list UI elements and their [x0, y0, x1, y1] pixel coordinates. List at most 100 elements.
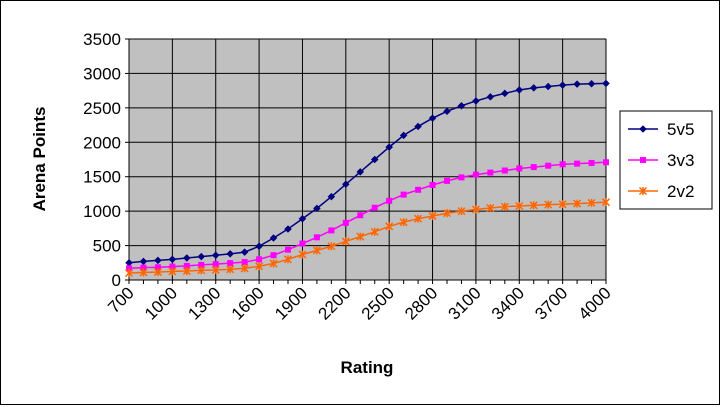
series-line [128, 161, 607, 270]
data-point [183, 262, 190, 269]
series-line [128, 201, 607, 274]
x-tick-label: 1000 [141, 283, 181, 323]
data-point [573, 80, 581, 88]
data-point [197, 266, 206, 275]
y-tick-label: 2500 [83, 99, 121, 118]
data-point [530, 164, 537, 171]
x-axis-title: Rating [341, 358, 394, 377]
data-point [356, 168, 365, 176]
y-tick-label: 3500 [83, 30, 121, 49]
data-point [471, 205, 480, 214]
y-tick-label: 3000 [83, 64, 121, 83]
plot-area [128, 38, 607, 281]
data-point [124, 269, 134, 278]
data-point [313, 234, 320, 241]
data-point [501, 167, 508, 174]
x-tick-label: 1300 [184, 283, 224, 323]
data-point [312, 246, 321, 255]
data-point [515, 201, 524, 211]
data-point [255, 242, 263, 251]
data-point [442, 209, 452, 218]
legend-label: 5v5 [667, 120, 694, 139]
data-point [638, 186, 648, 196]
data-point [198, 261, 205, 268]
data-point [370, 227, 379, 236]
data-point [298, 250, 307, 259]
legend-label: 2v2 [667, 182, 694, 201]
data-point [529, 84, 538, 92]
data-point [342, 219, 349, 226]
data-point [500, 89, 509, 98]
data-point [269, 259, 278, 268]
y-tick-label: 0 [112, 271, 121, 290]
data-point [516, 165, 523, 172]
data-point [126, 265, 132, 272]
legend-label: 3v3 [667, 151, 694, 170]
data-point [341, 180, 350, 189]
series-2v2 [124, 198, 611, 278]
data-point [169, 263, 176, 270]
data-point [573, 199, 582, 208]
data-point [529, 201, 538, 210]
data-point [458, 174, 465, 181]
x-tick-label: 3400 [488, 283, 528, 323]
series-3v3 [126, 159, 609, 272]
y-tick-label: 2000 [83, 133, 121, 152]
x-tick-label: 2200 [314, 283, 354, 323]
x-tick-label: 3700 [531, 283, 571, 323]
data-point [587, 198, 596, 207]
data-point [414, 214, 423, 223]
data-point [385, 222, 394, 231]
data-point [487, 169, 494, 176]
data-point [356, 232, 365, 241]
data-point [602, 79, 610, 88]
x-tick-label: 1600 [228, 283, 268, 323]
data-point [545, 162, 552, 169]
data-point [168, 255, 177, 264]
data-point [283, 255, 293, 264]
axes [125, 38, 607, 284]
data-point [298, 214, 307, 223]
series-line [128, 82, 607, 264]
data-point [285, 246, 291, 253]
data-point [443, 107, 451, 116]
data-point [226, 249, 235, 258]
data-point [240, 248, 249, 256]
data-point [544, 200, 553, 209]
data-point [385, 143, 394, 151]
data-point [515, 86, 524, 94]
data-point [587, 79, 596, 88]
x-tick-label: 3100 [445, 283, 485, 323]
y-tick-label: 500 [93, 237, 121, 256]
legend-item-5v5: 5v5 [628, 120, 694, 139]
legend-item-2v2: 2v2 [628, 182, 694, 201]
data-point [227, 260, 234, 267]
data-point [486, 204, 495, 213]
data-point [486, 92, 495, 101]
x-tick-label: 1900 [271, 283, 311, 323]
data-point [240, 264, 249, 273]
data-point [429, 181, 436, 188]
data-point [341, 237, 350, 246]
data-point [328, 227, 335, 234]
data-point [370, 155, 379, 164]
data-point [182, 267, 191, 276]
data-point [255, 262, 264, 271]
series-layer [124, 79, 611, 278]
y-tick-label: 1000 [83, 202, 121, 221]
data-point [371, 204, 378, 211]
data-point [299, 240, 306, 247]
x-tick-label: 2500 [358, 283, 398, 323]
data-point [544, 82, 553, 91]
data-point [256, 256, 263, 263]
data-point [639, 125, 647, 133]
data-point [284, 225, 292, 233]
data-point [241, 259, 248, 266]
data-point [154, 256, 162, 265]
data-point [399, 131, 408, 140]
data-point [414, 122, 422, 131]
data-point [327, 242, 336, 251]
y-axis-title: Arena Points [30, 107, 49, 212]
data-point [154, 264, 161, 271]
data-point [559, 161, 566, 168]
